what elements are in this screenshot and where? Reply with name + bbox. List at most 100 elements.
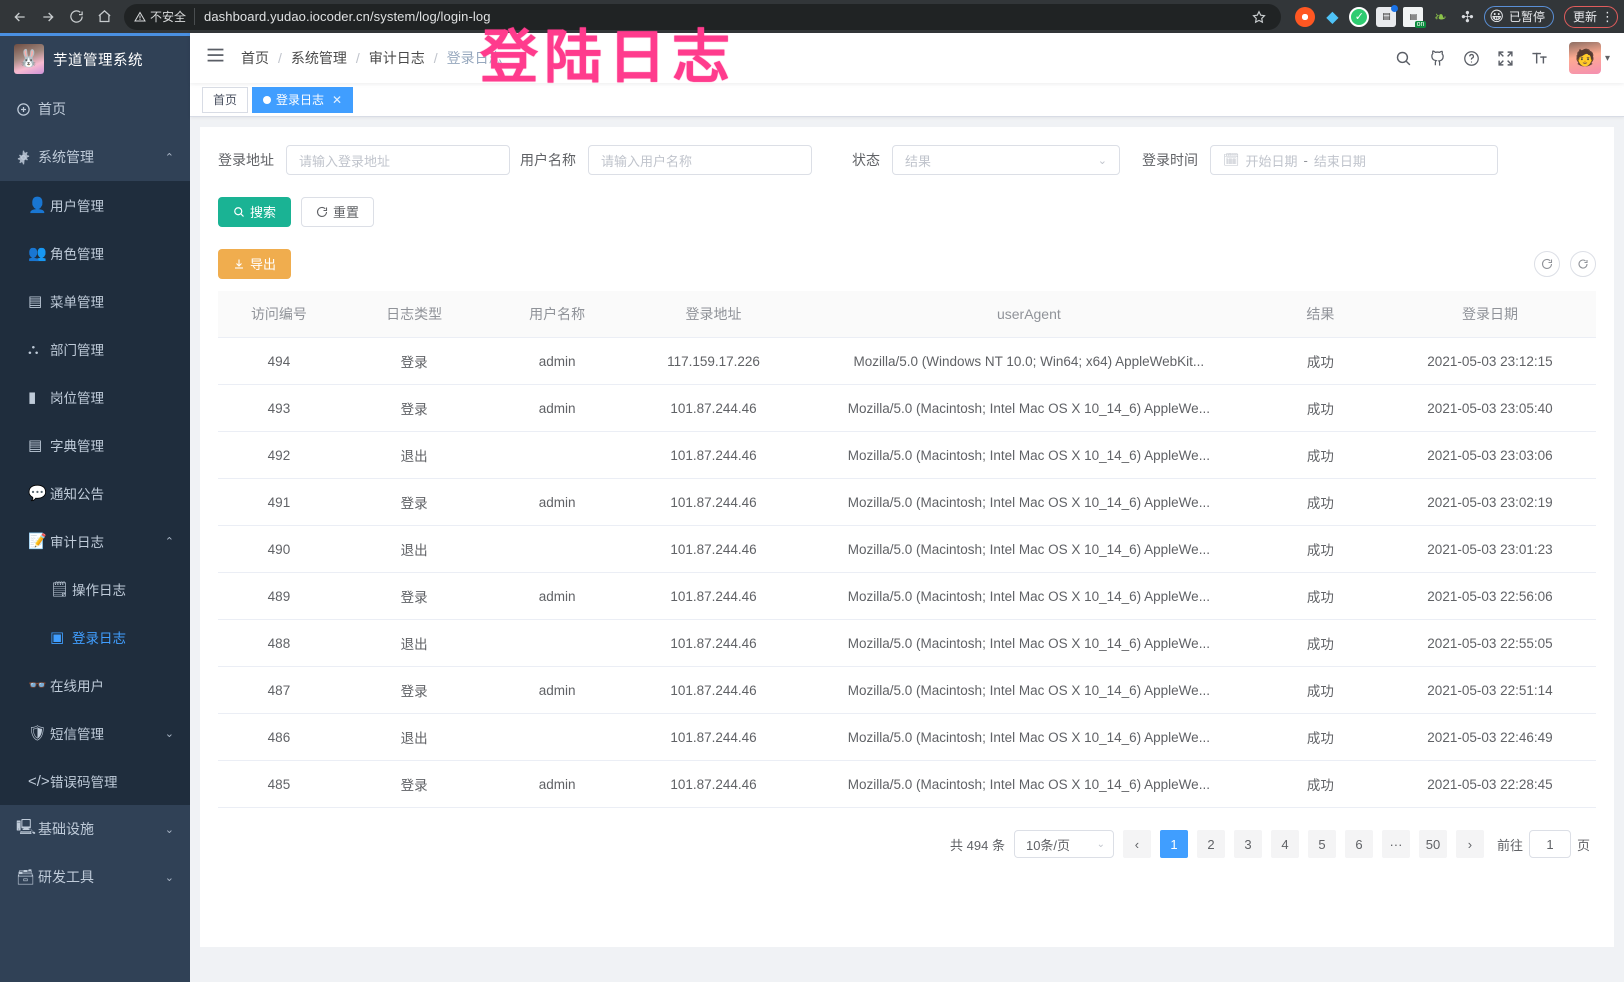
pagination-prev[interactable]: ‹ [1122, 830, 1151, 858]
table-row[interactable]: 492 退出 101.87.244.46 Mozilla/5.0 (Macint… [218, 431, 1596, 479]
pagination-page-4[interactable]: 4 [1270, 830, 1299, 858]
cell-result: 成功 [1256, 384, 1384, 432]
sidebar-item-dept-mgmt[interactable]: ⛬ 部门管理 [0, 325, 190, 373]
hamburger-icon[interactable] [206, 47, 225, 69]
code-icon: </> [28, 772, 50, 790]
table-row[interactable]: 493 登录 admin 101.87.244.46 Mozilla/5.0 (… [218, 384, 1596, 432]
tab-home[interactable]: 首页 [202, 86, 249, 113]
table-body: 494 登录 admin 117.159.17.226 Mozilla/5.0 … [218, 337, 1596, 808]
login-log-icon: ▣ [50, 629, 65, 646]
login-address-input[interactable]: 请输入登录地址 [286, 145, 510, 175]
ext-orange-circle-icon[interactable] [1295, 6, 1316, 27]
pagination-page-1[interactable]: 1 [1159, 830, 1188, 858]
date-range-picker[interactable]: 🗓 开始日期 - 结束日期 [1210, 145, 1498, 175]
sidebar-item-audit-log[interactable]: 📝 审计日志 ⌃ [0, 517, 190, 565]
avatar[interactable]: 🧑 [1568, 42, 1601, 74]
ext-green-on-icon[interactable]: ▤ on [1403, 6, 1427, 28]
export-button[interactable]: 导出 [218, 249, 292, 279]
github-icon[interactable] [1429, 49, 1446, 67]
avatar-menu[interactable]: 🧑 ▾ [1568, 42, 1610, 74]
cell-date: 2021-05-03 22:28:45 [1383, 760, 1596, 808]
ext-puzzle-icon[interactable]: ✣ [1461, 8, 1474, 26]
pagination-page-3[interactable]: 3 [1233, 830, 1262, 858]
chevron-down-icon[interactable]: ▾ [1604, 52, 1610, 64]
sidebar-item-infra[interactable]: 🖳 基础设施 ⌄ [0, 805, 190, 853]
sidebar-submenu-system: 👤 用户管理 👥 角色管理 ▤ 菜单管理 ⛬ 部门管理 ▮ 岗位管理 [0, 181, 190, 805]
address-bar[interactable]: 不安全 dashboard.yudao.iocoder.cn/system/lo… [124, 3, 1282, 30]
table-row[interactable]: 488 退出 101.87.244.46 Mozilla/5.0 (Macint… [218, 619, 1596, 667]
cell-user: admin [488, 337, 627, 385]
pagination-next[interactable]: › [1455, 830, 1484, 858]
star-icon[interactable] [1247, 5, 1271, 29]
forward-icon[interactable] [34, 3, 62, 31]
page-size-select[interactable]: 10条/页 ⌄ [1013, 830, 1114, 858]
login-address-placeholder: 请输入登录地址 [299, 153, 391, 169]
pagination-ellipsis[interactable]: ··· [1381, 830, 1410, 858]
sidebar-item-notice[interactable]: 💬 通知公告 [0, 469, 190, 517]
sidebar-item-home[interactable]: 首页 [0, 85, 190, 133]
sidebar-item-error-code[interactable]: </> 错误码管理 [0, 757, 190, 805]
status-label: 状态 [852, 152, 880, 168]
breadcrumb-item-home[interactable]: 首页 [241, 50, 269, 66]
sidebar-item-operation-log[interactable]: 🗒 操作日志 [0, 565, 190, 613]
sidebar-item-sms[interactable]: 🛡 短信管理 ⌄ [0, 709, 190, 757]
tool-icon: 🗃 [16, 869, 36, 886]
table-row[interactable]: 487 登录 admin 101.87.244.46 Mozilla/5.0 (… [218, 666, 1596, 714]
cell-date: 2021-05-03 22:56:06 [1383, 572, 1596, 620]
table-row[interactable]: 486 退出 101.87.244.46 Mozilla/5.0 (Macint… [218, 713, 1596, 761]
columns-circle-icon[interactable] [1570, 251, 1596, 277]
reset-button[interactable]: 重置 [301, 197, 375, 227]
browser-toolbar: 不安全 dashboard.yudao.iocoder.cn/system/lo… [0, 0, 1624, 36]
home-icon[interactable] [90, 3, 118, 31]
help-icon[interactable] [1463, 50, 1480, 67]
ext-green-check-icon[interactable]: ✓ [1349, 6, 1370, 27]
close-icon[interactable]: ✕ [332, 92, 343, 107]
ext-leaf-icon[interactable]: ❧ [1434, 8, 1447, 26]
sidebar-item-dict-mgmt[interactable]: ▤ 字典管理 [0, 421, 190, 469]
text-size-icon[interactable] [1531, 50, 1548, 67]
pagination-page-6[interactable]: 6 [1344, 830, 1373, 858]
sidebar-item-user-mgmt[interactable]: 👤 用户管理 [0, 181, 190, 229]
sidebar-brand[interactable]: 🐰 芋道管理系统 [0, 33, 190, 85]
tab-login-log[interactable]: 登录日志 ✕ [252, 86, 354, 113]
sidebar-item-role-mgmt[interactable]: 👥 角色管理 [0, 229, 190, 277]
ext-blue-badge-icon[interactable]: ▤ [1376, 4, 1399, 27]
update-button[interactable]: 更新 ⋮ [1563, 5, 1618, 28]
kebab-menu-icon[interactable]: ⋮ [1601, 9, 1614, 24]
username-input[interactable]: 请输入用户名称 [588, 145, 812, 175]
breadcrumb-item-system[interactable]: 系统管理 [290, 50, 347, 66]
table-row[interactable]: 491 登录 admin 101.87.244.46 Mozilla/5.0 (… [218, 478, 1596, 526]
table-row[interactable]: 490 退出 101.87.244.46 Mozilla/5.0 (Macint… [218, 525, 1596, 573]
sidebar-item-label: 在线用户 [50, 679, 104, 694]
cell-user: admin [488, 572, 627, 620]
pagination-page-5[interactable]: 5 [1307, 830, 1336, 858]
reload-icon[interactable] [62, 3, 90, 31]
sidebar-item-online-user[interactable]: 👓 在线用户 [0, 661, 190, 709]
cell-user [488, 431, 627, 479]
column-header-date: 登录日期 [1383, 291, 1596, 338]
table-row[interactable]: 489 登录 admin 101.87.244.46 Mozilla/5.0 (… [218, 572, 1596, 620]
pagination-page-2[interactable]: 2 [1196, 830, 1225, 858]
sidebar-item-dev-tools[interactable]: 🗃 研发工具 ⌄ [0, 853, 190, 901]
paused-badge[interactable]: 😀 已暂停 [1484, 5, 1554, 28]
table-row[interactable]: 494 登录 admin 117.159.17.226 Mozilla/5.0 … [218, 337, 1596, 385]
sidebar-item-menu-mgmt[interactable]: ▤ 菜单管理 [0, 277, 190, 325]
ext-blue-diamond-icon[interactable]: ◆ [1326, 8, 1339, 26]
smiley-icon: 😀 [1489, 8, 1504, 24]
refresh-circle-icon[interactable] [1534, 251, 1560, 277]
dict-icon: ▤ [28, 437, 43, 454]
sidebar-item-label: 研发工具 [38, 869, 94, 885]
status-select[interactable]: 结果 ⌄ [892, 145, 1120, 175]
search-button[interactable]: 搜索 [218, 197, 292, 227]
search-icon[interactable] [1395, 50, 1412, 67]
fullscreen-icon[interactable] [1497, 50, 1514, 67]
pagination-page-last[interactable]: 50 [1418, 830, 1447, 858]
sidebar-item-post-mgmt[interactable]: ▮ 岗位管理 [0, 373, 190, 421]
cell-date: 2021-05-03 23:01:23 [1383, 525, 1596, 573]
breadcrumb-item-audit[interactable]: 审计日志 [368, 50, 425, 66]
table-row[interactable]: 485 登录 admin 101.87.244.46 Mozilla/5.0 (… [218, 760, 1596, 808]
jump-input[interactable]: 1 [1528, 830, 1571, 858]
sidebar-item-system[interactable]: 系统管理 ⌃ [0, 133, 190, 181]
back-icon[interactable] [6, 3, 34, 31]
sidebar-item-login-log[interactable]: ▣ 登录日志 [0, 613, 190, 661]
